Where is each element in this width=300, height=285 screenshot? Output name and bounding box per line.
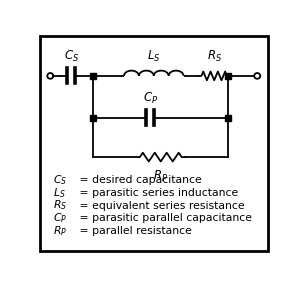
Text: $R_S$: $R_S$ bbox=[52, 199, 67, 213]
Text: $L_S$: $L_S$ bbox=[52, 186, 65, 200]
Text: $L_S$: $L_S$ bbox=[147, 49, 160, 64]
Text: = parasitic series inductance: = parasitic series inductance bbox=[76, 188, 238, 198]
Text: = desired capacitance: = desired capacitance bbox=[76, 175, 202, 185]
Text: $R_P$: $R_P$ bbox=[52, 224, 67, 238]
Text: $C_P$: $C_P$ bbox=[143, 90, 158, 105]
Text: $R_S$: $R_S$ bbox=[207, 49, 222, 64]
Text: $C_P$: $C_P$ bbox=[52, 211, 67, 225]
Text: = equivalent series resistance: = equivalent series resistance bbox=[76, 201, 244, 211]
Text: = parasitic parallel capacitance: = parasitic parallel capacitance bbox=[76, 213, 252, 223]
Text: $C_S$: $C_S$ bbox=[52, 173, 67, 187]
Text: $R_P$: $R_P$ bbox=[153, 169, 168, 184]
Text: = parallel resistance: = parallel resistance bbox=[76, 226, 192, 236]
Text: $C_S$: $C_S$ bbox=[64, 49, 79, 64]
